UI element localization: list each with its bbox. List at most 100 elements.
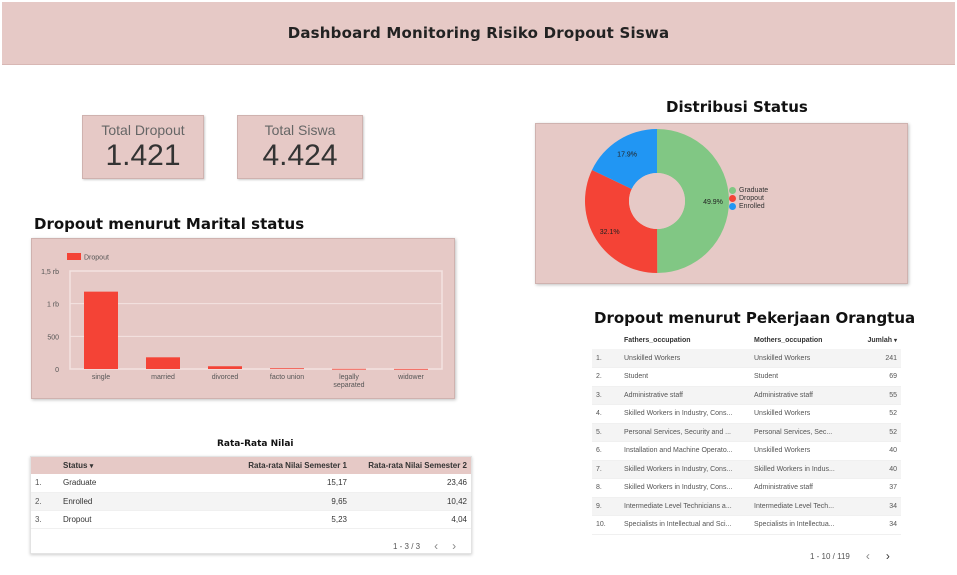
row-number-header <box>31 457 59 474</box>
nilai-table-container: Status ▾ Rata-rata Nilai Semester 1 Rata… <box>30 456 472 554</box>
row-number-header <box>592 332 620 349</box>
kpi-label: Total Dropout <box>101 122 185 138</box>
row-number: 3. <box>592 386 620 405</box>
row-number: 2. <box>592 367 620 387</box>
legend-dot-icon <box>729 203 736 210</box>
cell-fathers-occupation: Intermediate Level Technicians a... <box>620 497 750 516</box>
legend-label: Enrolled <box>739 203 765 210</box>
bar-widower[interactable] <box>394 368 428 370</box>
chevron-left-icon[interactable]: ‹ <box>434 539 439 553</box>
table-row: 10. Specialists in Intellectual and Sci..… <box>592 515 901 535</box>
legend-item-dropout[interactable]: Dropout <box>729 195 768 202</box>
column-header-semester-1[interactable]: Rata-rata Nilai Semester 1 <box>221 457 351 474</box>
chevron-left-icon[interactable]: ‹ <box>865 549 870 563</box>
x-tick-label: legally <box>339 374 359 381</box>
column-header-mothers-occupation[interactable]: Mothers_occupation <box>750 332 854 349</box>
x-tick-label: single <box>92 374 110 381</box>
slice-value-label: 49.9% <box>703 199 723 206</box>
legend-item-graduate[interactable]: Graduate <box>729 187 768 194</box>
column-header-semester-2[interactable]: Rata-rata Nilai Semester 2 <box>351 457 471 474</box>
pekerjaan-table: Fathers_occupation Mothers_occupation Ju… <box>592 332 901 535</box>
cell-semester-2: 23,46 <box>351 474 471 493</box>
table-row: 2. Enrolled 9,65 10,42 <box>31 492 471 511</box>
plot-frame <box>69 270 443 370</box>
column-header-fathers-occupation[interactable]: Fathers_occupation <box>620 332 750 349</box>
legend-item-enrolled[interactable]: Enrolled <box>729 203 768 210</box>
y-tick-label: 1,5 rb <box>41 269 59 276</box>
pekerjaan-pagination: 1 - 10 / 119 ‹ › <box>810 549 890 563</box>
cell-fathers-occupation: Administrative staff <box>620 386 750 405</box>
marital-chart-panel[interactable]: 1,5 rb 1 rb 500 0 Dropout single married divorc… <box>31 238 455 399</box>
bar-single[interactable] <box>84 291 118 369</box>
cell-jumlah: 241 <box>854 349 901 368</box>
pekerjaan-table-container: Fathers_occupation Mothers_occupation Ju… <box>592 332 901 535</box>
table-row: 5. Personal Services, Security and ... Per… <box>592 423 901 442</box>
status-title: Distribusi Status <box>666 98 808 116</box>
cell-fathers-occupation: Specialists in Intellectual and Sci... <box>620 515 750 535</box>
table-row: 1. Unskilled Workers Unskilled Workers 241 <box>592 349 901 368</box>
cell-semester-1: 15,17 <box>221 474 351 493</box>
column-header-jumlah[interactable]: Jumlah ▾ <box>854 332 901 349</box>
kpi-value: 4.424 <box>262 139 338 172</box>
row-number: 1. <box>592 349 620 368</box>
row-number: 8. <box>592 478 620 498</box>
cell-mothers-occupation: Student <box>750 367 854 387</box>
cell-jumlah: 37 <box>854 478 901 498</box>
bar-divorced[interactable] <box>208 366 242 369</box>
chevron-right-icon[interactable]: › <box>452 539 457 553</box>
x-tick-label: married <box>151 374 175 381</box>
table-row: 8. Skilled Workers in Industry, Cons... Ad… <box>592 478 901 498</box>
cell-status: Dropout <box>59 510 221 529</box>
cell-semester-2: 10,42 <box>351 492 471 511</box>
nilai-pagination: 1 - 3 / 3 ‹ › <box>393 539 456 553</box>
column-header-label: Jumlah <box>867 337 893 344</box>
cell-mothers-occupation: Unskilled Workers <box>750 404 854 424</box>
slice-value-label: 17.9% <box>617 152 637 159</box>
marital-bar-chart: 1,5 rb 1 rb 500 0 Dropout single married divorc… <box>41 253 443 389</box>
legend-label: Graduate <box>739 187 769 194</box>
kpi-label: Total Siswa <box>264 122 336 138</box>
bar-married[interactable] <box>146 357 180 369</box>
legend-swatch <box>67 253 81 260</box>
cell-jumlah: 52 <box>854 404 901 424</box>
x-tick-label: facto union <box>270 374 304 381</box>
status-legend: Graduate Dropout Enrolled <box>729 187 768 210</box>
slice-graduate[interactable] <box>657 129 730 273</box>
cell-mothers-occupation: Administrative staff <box>750 386 854 405</box>
page-title: Dashboard Monitoring Risiko Dropout Sisw… <box>287 24 670 42</box>
table-row: 3. Dropout 5,23 4,04 <box>31 510 471 529</box>
status-donut-chart: 49.9% 32.1% 17.9% <box>585 129 730 273</box>
x-tick-label: widower <box>397 374 424 381</box>
cell-fathers-occupation: Skilled Workers in Industry, Cons... <box>620 404 750 424</box>
column-header-status[interactable]: Status ▾ <box>59 457 221 474</box>
slice-enrolled[interactable] <box>592 129 657 189</box>
cell-fathers-occupation: Skilled Workers in Industry, Cons... <box>620 478 750 498</box>
sort-desc-icon[interactable]: ▾ <box>893 338 897 344</box>
cell-fathers-occupation: Skilled Workers in Industry, Cons... <box>620 460 750 479</box>
y-tick-label: 1 rb <box>47 302 59 309</box>
sort-desc-icon[interactable]: ▾ <box>89 463 94 470</box>
cell-jumlah: 34 <box>854 497 901 516</box>
x-tick-label: separated <box>333 382 364 389</box>
status-chart-panel[interactable]: 49.9% 32.1% 17.9% Graduate Dropout Enrolle… <box>535 123 908 284</box>
table-row: 9. Intermediate Level Technicians a... Int… <box>592 497 901 516</box>
bar-legally-separated[interactable] <box>332 368 366 370</box>
table-row: 1. Graduate 15,17 23,46 <box>31 474 471 493</box>
row-number: 5. <box>592 423 620 442</box>
row-number: 9. <box>592 497 620 516</box>
cell-semester-1: 9,65 <box>221 492 351 511</box>
slice-dropout[interactable] <box>585 170 658 273</box>
table-row: 6. Installation and Machine Operato... Uns… <box>592 441 901 461</box>
cell-semester-1: 5,23 <box>221 510 351 529</box>
bar-facto-union[interactable] <box>270 368 304 370</box>
kpi-total-dropout: Total Dropout 1.421 <box>82 115 204 179</box>
row-number: 7. <box>592 460 620 479</box>
dashboard-header: Dashboard Monitoring Risiko Dropout Sisw… <box>2 2 955 65</box>
pagination-range: 1 - 3 / 3 <box>393 541 421 551</box>
cell-fathers-occupation: Installation and Machine Operato... <box>620 441 750 461</box>
cell-jumlah: 40 <box>854 460 901 479</box>
donut-hole <box>629 173 685 229</box>
table-row: 2. Student Student 69 <box>592 367 901 387</box>
chevron-right-icon[interactable]: › <box>885 549 890 563</box>
marital-title: Dropout menurut Marital status <box>34 215 305 233</box>
